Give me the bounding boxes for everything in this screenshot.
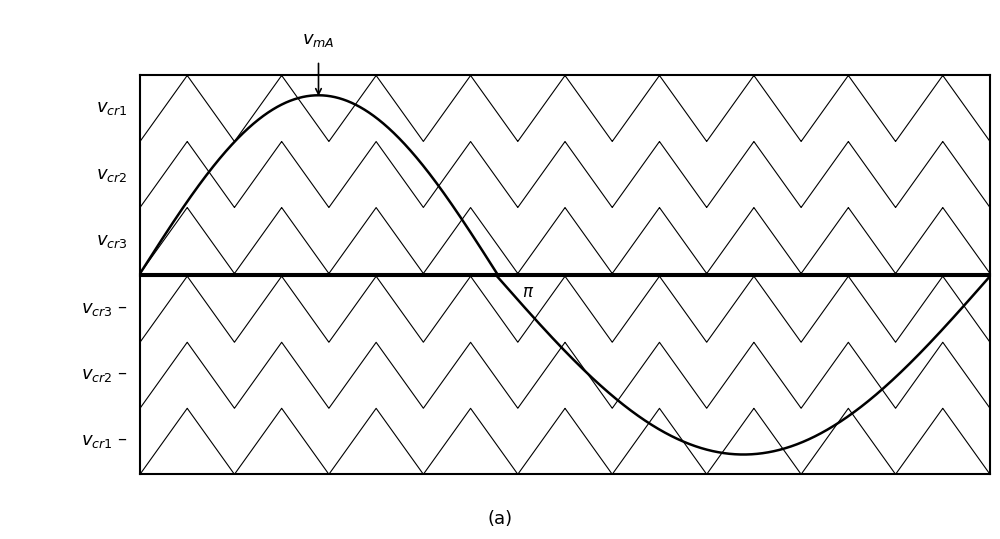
Text: $v_{cr1}$: $v_{cr1}$ <box>96 100 128 118</box>
Text: $v_{mA}$: $v_{mA}$ <box>302 31 335 49</box>
Text: $v_{cr2}$ –: $v_{cr2}$ – <box>81 367 128 384</box>
Text: $v_{cr3}$ –: $v_{cr3}$ – <box>81 300 128 318</box>
Text: $v_{cr1}$ –: $v_{cr1}$ – <box>81 432 128 450</box>
Text: $v_{cr2}$: $v_{cr2}$ <box>96 165 128 183</box>
Text: $v_{cr3}$: $v_{cr3}$ <box>96 232 128 250</box>
Text: (a): (a) <box>487 510 513 528</box>
Text: $\pi$: $\pi$ <box>522 284 535 301</box>
